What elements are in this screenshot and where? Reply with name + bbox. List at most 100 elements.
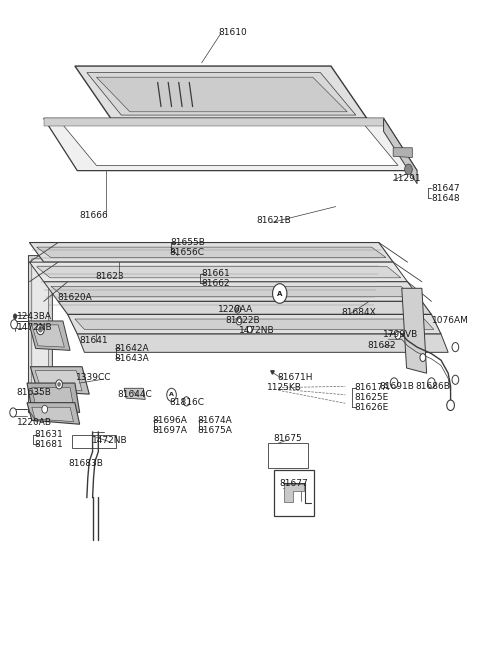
Circle shape <box>428 378 435 388</box>
Text: 11291: 11291 <box>393 174 422 183</box>
Circle shape <box>452 343 459 352</box>
Text: 81647: 81647 <box>432 185 460 193</box>
Polygon shape <box>58 301 432 314</box>
Text: 81642A: 81642A <box>114 344 149 353</box>
Polygon shape <box>32 407 73 422</box>
Text: 1799VB: 1799VB <box>383 329 418 339</box>
Text: 81617A: 81617A <box>355 383 390 392</box>
Text: 81671H: 81671H <box>277 373 313 383</box>
Polygon shape <box>402 288 427 373</box>
Polygon shape <box>68 314 441 334</box>
Circle shape <box>452 375 459 384</box>
Bar <box>72 435 116 448</box>
Polygon shape <box>51 286 414 297</box>
Text: A: A <box>277 291 282 297</box>
Text: 81662: 81662 <box>202 279 230 288</box>
Circle shape <box>11 320 17 329</box>
Text: 81655B: 81655B <box>170 238 205 247</box>
Polygon shape <box>44 119 384 126</box>
Polygon shape <box>32 259 48 416</box>
Circle shape <box>58 383 60 386</box>
Circle shape <box>13 314 17 319</box>
Text: 81675A: 81675A <box>198 426 232 435</box>
Circle shape <box>36 324 44 335</box>
Circle shape <box>405 164 412 174</box>
Text: 1125KB: 1125KB <box>266 383 301 392</box>
Text: 81641: 81641 <box>80 336 108 345</box>
Polygon shape <box>124 388 145 400</box>
Text: 81666: 81666 <box>80 210 108 219</box>
Polygon shape <box>284 483 304 502</box>
Polygon shape <box>44 282 422 301</box>
Text: 1472NB: 1472NB <box>16 323 52 332</box>
Text: 81816C: 81816C <box>170 398 205 407</box>
Polygon shape <box>63 125 398 166</box>
Circle shape <box>420 354 426 362</box>
Circle shape <box>56 380 62 389</box>
Polygon shape <box>75 66 367 119</box>
Text: 1472NB: 1472NB <box>92 436 128 445</box>
Polygon shape <box>36 247 386 257</box>
Polygon shape <box>36 267 401 278</box>
Polygon shape <box>384 119 417 183</box>
Circle shape <box>235 305 240 313</box>
Text: 81696A: 81696A <box>152 416 187 425</box>
Circle shape <box>42 405 48 413</box>
Text: 81625E: 81625E <box>355 393 389 402</box>
Text: 81656C: 81656C <box>170 248 205 257</box>
Text: 81610: 81610 <box>218 28 247 37</box>
Text: 81675: 81675 <box>274 434 302 443</box>
Polygon shape <box>28 321 70 350</box>
Text: 81691B: 81691B <box>380 382 414 391</box>
Polygon shape <box>32 388 74 409</box>
Circle shape <box>236 307 239 311</box>
Circle shape <box>390 378 398 388</box>
Text: 81648: 81648 <box>432 195 460 203</box>
Text: 81620A: 81620A <box>58 293 92 302</box>
Circle shape <box>447 400 455 411</box>
Polygon shape <box>393 148 412 158</box>
Text: 81644C: 81644C <box>117 390 152 399</box>
Polygon shape <box>28 255 52 419</box>
Polygon shape <box>77 334 448 352</box>
Text: 81674A: 81674A <box>198 416 232 425</box>
Polygon shape <box>32 325 64 347</box>
Circle shape <box>10 408 16 417</box>
Circle shape <box>273 284 287 303</box>
Circle shape <box>167 388 176 402</box>
Text: 1472NB: 1472NB <box>239 326 275 335</box>
Text: 81622B: 81622B <box>225 316 260 326</box>
Polygon shape <box>27 403 80 424</box>
Bar <box>274 470 314 515</box>
Text: 81697A: 81697A <box>152 426 187 435</box>
Polygon shape <box>44 119 417 171</box>
Text: 81631: 81631 <box>34 430 63 440</box>
Text: 81626E: 81626E <box>355 403 389 412</box>
Polygon shape <box>35 371 82 391</box>
Text: 1220AB: 1220AB <box>16 418 51 427</box>
Polygon shape <box>96 77 347 112</box>
Polygon shape <box>30 367 89 394</box>
Polygon shape <box>27 383 80 413</box>
Text: 81635B: 81635B <box>16 388 51 398</box>
Polygon shape <box>75 319 434 329</box>
Text: A: A <box>169 392 174 398</box>
Polygon shape <box>29 242 393 262</box>
Circle shape <box>38 327 42 332</box>
Text: 81643A: 81643A <box>114 354 149 363</box>
Text: 81623: 81623 <box>96 272 124 281</box>
Text: 81686B: 81686B <box>416 382 450 391</box>
Text: 81682: 81682 <box>368 341 396 350</box>
Bar <box>268 443 309 468</box>
Text: 81621B: 81621B <box>256 215 291 225</box>
Text: 81684X: 81684X <box>341 308 376 317</box>
Text: 1076AM: 1076AM <box>432 316 469 326</box>
Text: 81683B: 81683B <box>69 459 103 468</box>
Circle shape <box>395 331 401 339</box>
Circle shape <box>183 397 190 406</box>
Text: 1339CC: 1339CC <box>76 373 112 383</box>
Circle shape <box>247 326 252 333</box>
Polygon shape <box>29 262 408 282</box>
Text: 81681: 81681 <box>34 440 63 449</box>
Polygon shape <box>87 73 356 115</box>
